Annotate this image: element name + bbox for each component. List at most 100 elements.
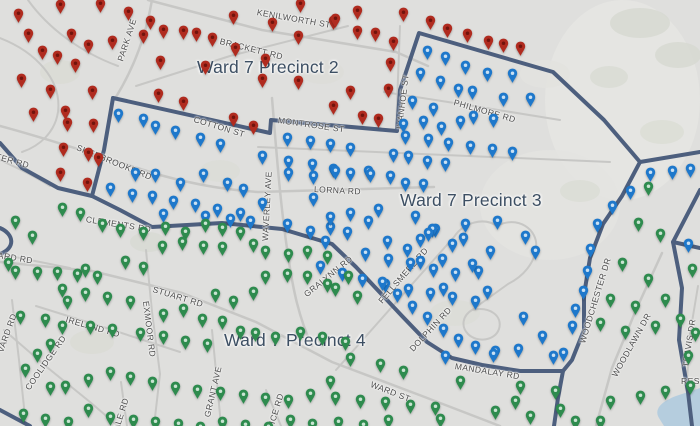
map-pin-blue[interactable] <box>388 148 399 164</box>
map-pin-green[interactable] <box>107 323 118 339</box>
map-pin-green[interactable] <box>40 313 51 329</box>
map-pin-blue[interactable] <box>423 133 434 149</box>
map-pin-green[interactable] <box>52 266 63 282</box>
map-pin-blue[interactable] <box>520 230 531 246</box>
map-pin-green[interactable] <box>240 419 251 426</box>
map-pin-blue[interactable] <box>592 218 603 234</box>
map-pin-green[interactable] <box>85 320 96 336</box>
map-pin-green[interactable] <box>60 380 71 396</box>
map-pin-green[interactable] <box>92 270 103 286</box>
map-pin-green[interactable] <box>515 380 526 396</box>
map-pin-blue[interactable] <box>198 168 209 184</box>
map-pin-blue[interactable] <box>385 170 396 186</box>
map-pin-blue[interactable] <box>105 182 116 198</box>
map-pin-blue[interactable] <box>418 178 429 194</box>
map-pin-blue[interactable] <box>465 140 476 156</box>
map-pin-green[interactable] <box>15 310 26 326</box>
map-pin-green[interactable] <box>260 270 271 286</box>
map-pin-red[interactable] <box>158 24 169 40</box>
map-pin-green[interactable] <box>343 270 354 286</box>
map-pin-green[interactable] <box>158 330 169 346</box>
map-pin-blue[interactable] <box>325 211 336 227</box>
map-pin-green[interactable] <box>217 315 228 331</box>
map-pin-green[interactable] <box>302 270 313 286</box>
map-pin-green[interactable] <box>660 293 671 309</box>
map-pin-blue[interactable] <box>425 287 436 303</box>
map-pin-green[interactable] <box>430 401 441 417</box>
map-pin-blue[interactable] <box>342 226 353 242</box>
map-pin-green[interactable] <box>105 366 116 382</box>
map-pin-blue[interactable] <box>487 143 498 159</box>
map-pin-blue[interactable] <box>685 163 696 179</box>
map-pin-blue[interactable] <box>283 167 294 183</box>
map-pin-blue[interactable] <box>402 243 413 259</box>
map-pin-red[interactable] <box>442 23 453 39</box>
map-pin-blue[interactable] <box>507 146 518 162</box>
map-pin-red[interactable] <box>260 53 271 69</box>
map-pin-green[interactable] <box>248 286 259 302</box>
map-pin-red[interactable] <box>330 13 341 29</box>
map-pin-blue[interactable] <box>377 276 388 292</box>
map-pin-green[interactable] <box>128 414 139 426</box>
map-pin-blue[interactable] <box>365 168 376 184</box>
map-pin-blue[interactable] <box>175 177 186 193</box>
map-pin-green[interactable] <box>3 257 14 273</box>
map-pin-blue[interactable] <box>225 213 236 229</box>
map-pin-blue[interactable] <box>683 238 694 254</box>
map-pin-blue[interactable] <box>215 138 226 154</box>
map-pin-red[interactable] <box>87 85 98 101</box>
map-pin-red[interactable] <box>257 73 268 89</box>
map-pin-blue[interactable] <box>415 233 426 249</box>
map-pin-green[interactable] <box>307 418 318 426</box>
map-pin-blue[interactable] <box>437 253 448 269</box>
map-pin-blue[interactable] <box>422 311 433 327</box>
map-pin-green[interactable] <box>250 327 261 343</box>
map-pin-green[interactable] <box>330 282 341 298</box>
map-pin-green[interactable] <box>383 414 394 426</box>
map-pin-blue[interactable] <box>212 203 223 219</box>
map-pin-red[interactable] <box>295 0 306 14</box>
map-pin-red[interactable] <box>95 0 106 14</box>
map-pin-blue[interactable] <box>357 273 368 289</box>
map-pin-blue[interactable] <box>308 192 319 208</box>
map-pin-green[interactable] <box>170 381 181 397</box>
map-pin-green[interactable] <box>72 268 83 284</box>
map-pin-blue[interactable] <box>325 221 336 237</box>
map-pin-red[interactable] <box>13 8 24 24</box>
map-pin-green[interactable] <box>683 350 694 366</box>
map-pin-red[interactable] <box>191 27 202 43</box>
map-pin-blue[interactable] <box>473 265 484 281</box>
map-pin-green[interactable] <box>197 313 208 329</box>
map-pin-blue[interactable] <box>235 207 246 223</box>
map-pin-red[interactable] <box>153 88 164 104</box>
map-pin-green[interactable] <box>322 278 333 294</box>
map-pin-blue[interactable] <box>195 132 206 148</box>
map-pin-green[interactable] <box>630 300 641 316</box>
map-pin-blue[interactable] <box>422 45 433 61</box>
map-pin-green[interactable] <box>83 403 94 419</box>
map-pin-red[interactable] <box>370 27 381 43</box>
map-pin-green[interactable] <box>655 228 666 244</box>
map-pin-green[interactable] <box>125 371 136 387</box>
map-pin-blue[interactable] <box>337 267 348 283</box>
map-pin-red[interactable] <box>88 118 99 134</box>
map-pin-green[interactable] <box>157 240 168 256</box>
map-pin-green[interactable] <box>32 348 43 364</box>
map-pin-blue[interactable] <box>325 138 336 154</box>
map-pin-blue[interactable] <box>455 115 466 131</box>
map-pin-red[interactable] <box>55 167 66 183</box>
map-pin-blue[interactable] <box>582 265 593 281</box>
map-pin-blue[interactable] <box>436 121 447 137</box>
map-pin-blue[interactable] <box>415 255 426 271</box>
map-pin-red[interactable] <box>357 110 368 126</box>
map-pin-blue[interactable] <box>645 167 656 183</box>
map-pin-blue[interactable] <box>558 347 569 363</box>
map-pin-green[interactable] <box>690 327 700 343</box>
map-pin-blue[interactable] <box>158 208 169 224</box>
map-pin-green[interactable] <box>57 283 68 299</box>
map-pin-blue[interactable] <box>410 210 421 226</box>
map-pin-green[interactable] <box>358 419 369 426</box>
map-pin-red[interactable] <box>58 142 69 158</box>
map-pin-green[interactable] <box>685 380 696 396</box>
map-pin-green[interactable] <box>263 421 274 426</box>
